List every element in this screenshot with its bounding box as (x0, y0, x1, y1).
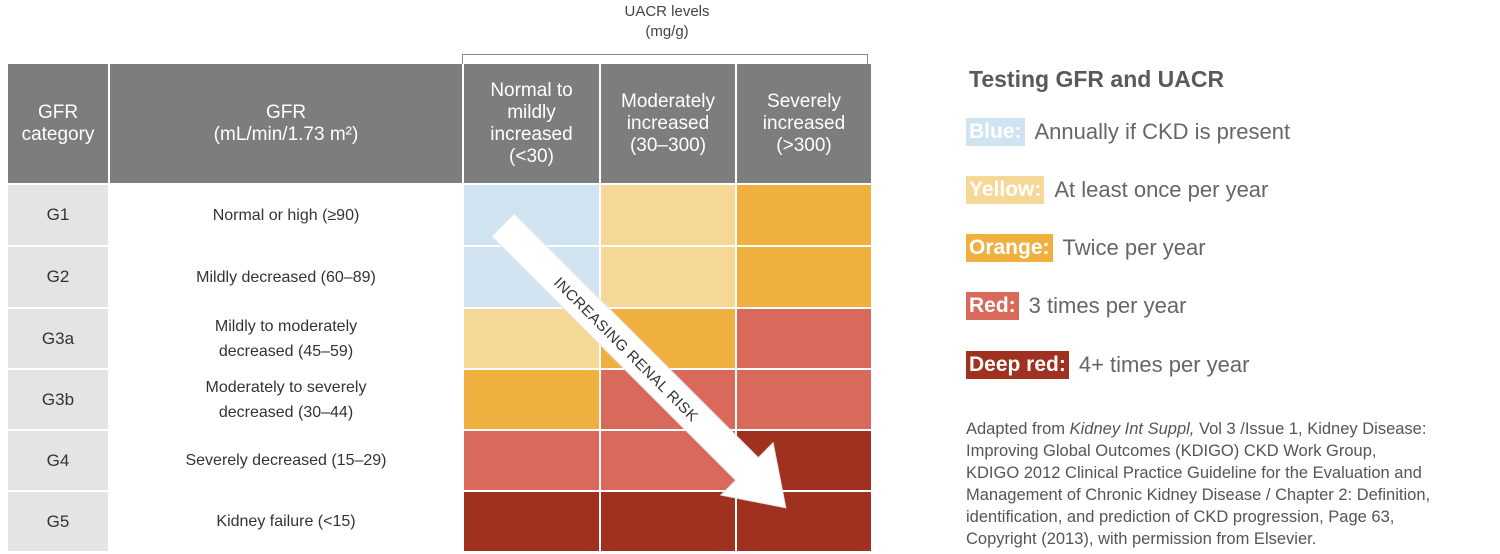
header-gfr: GFR (mL/min/1.73 m²) (110, 64, 462, 183)
gfr-desc-g1: Normal or high (≥90) (110, 185, 462, 245)
category-g3b: G3b (8, 370, 108, 429)
citation-line4: Management of Chronic Kidney Disease / C… (966, 486, 1431, 504)
ckd-risk-table: GFR category GFR (mL/min/1.73 m²) Normal… (8, 64, 871, 552)
legend-tag-yellow: Yellow: (966, 176, 1045, 204)
gfr-desc-g2-line1: Mildly decreased (60–89) (196, 268, 376, 286)
gfr-desc-g4-line1: Severely decreased (15–29) (185, 452, 387, 469)
header-col3-line1: Severely (767, 90, 841, 112)
category-g3a: G3a (8, 309, 108, 368)
header-uacr-moderate: Moderately increased (30–300) (601, 64, 735, 183)
risk-cell-g5-severe (737, 492, 871, 551)
category-g2: G2 (8, 247, 108, 307)
risk-cell-g5-moderate (601, 492, 735, 551)
risk-cell-g1-normal (464, 185, 599, 245)
legend-text-yellow: At least once per year (1054, 177, 1269, 202)
header-col1-line2: mildly (507, 101, 556, 123)
gfr-desc-g1-line1: Normal or high (≥90) (212, 206, 360, 224)
uacr-bracket (462, 54, 868, 65)
risk-cell-g1-severe (737, 185, 871, 245)
uacr-title-line1: UACR levels (624, 3, 710, 20)
legend-item-deep-red: Deep red: 4+ times per year (966, 351, 1249, 379)
gfr-desc-g3a: Mildly to moderately decreased (45–59) (110, 309, 462, 368)
uacr-levels-title: UACR levels (mg/g) (560, 2, 774, 42)
citation-line1-suffix: Vol 3 /Issue 1, Kidney Disease: (1194, 420, 1427, 438)
header-uacr-normal: Normal to mildly increased (<30) (464, 64, 599, 183)
gfr-desc-g3b-line2: decreased (30–44) (218, 403, 354, 421)
risk-cell-g3b-moderate (601, 370, 735, 429)
header-uacr-severe: Severely increased (>300) (737, 64, 871, 183)
legend-text-orange: Twice per year (1062, 235, 1206, 260)
header-col3-line2: increased (762, 112, 846, 134)
header-col1-line3: increased (490, 123, 573, 145)
risk-cell-g3b-severe (737, 370, 871, 429)
legend-tag-orange: Orange: (966, 234, 1053, 262)
risk-cell-g3a-moderate (601, 309, 735, 368)
header-gfr-category: GFR category (8, 64, 108, 183)
gfr-desc-g3b: Moderately to severely decreased (30–44) (110, 370, 462, 429)
legend-item-orange: Orange: Twice per year (966, 234, 1206, 262)
header-gfr-line1: GFR (265, 101, 307, 123)
category-g1: G1 (8, 185, 108, 245)
citation-line1: Adapted from Kidney Int Suppl, Vol 3 /Is… (966, 418, 1496, 440)
risk-cell-g3a-normal (464, 309, 599, 368)
risk-cell-g3a-severe (737, 309, 871, 368)
header-gfr-line2: (mL/min/1.73 m²) (213, 123, 359, 145)
citation-journal: Kidney Int Suppl, (1069, 420, 1195, 438)
gfr-desc-g3a-line2: decreased (45–59) (218, 342, 354, 360)
legend-text-blue: Annually if CKD is present (1034, 119, 1291, 144)
header-col2-line2: increased (626, 112, 710, 134)
legend-tag-deep-red: Deep red: (966, 351, 1069, 379)
legend-tag-blue: Blue: (966, 118, 1025, 146)
uacr-title-line2: (mg/g) (645, 23, 689, 40)
legend-item-yellow: Yellow: At least once per year (966, 176, 1268, 204)
risk-cell-g4-moderate (601, 431, 735, 490)
header-col1-line1: Normal to (490, 79, 573, 101)
header-col2-line1: Moderately (621, 90, 715, 112)
gfr-desc-g4: Severely decreased (15–29) (110, 431, 462, 490)
header-col3-line3: (>300) (776, 134, 832, 156)
risk-cell-g4-normal (464, 431, 599, 490)
header-category-line2: category (21, 123, 95, 145)
gfr-desc-g3a-line1: Mildly to moderately (214, 317, 358, 335)
citation-line3: KDIGO 2012 Clinical Practice Guideline f… (966, 464, 1422, 482)
citation-line2: Improving Global Outcomes (KDIGO) CKD Wo… (966, 442, 1377, 460)
risk-cell-g5-normal (464, 492, 599, 551)
risk-cell-g1-moderate (601, 185, 735, 245)
legend-item-red: Red: 3 times per year (966, 292, 1186, 320)
citation-line5: identification, and prediction of CKD pr… (966, 508, 1395, 526)
risk-cell-g4-severe (737, 431, 871, 490)
legend-tag-red: Red: (966, 292, 1019, 320)
category-g4: G4 (8, 431, 108, 490)
citation-text: Adapted from Kidney Int Suppl, Vol 3 /Is… (966, 418, 1496, 550)
citation-line6: Copyright (2013), with permission from E… (966, 530, 1317, 548)
gfr-desc-g2: Mildly decreased (60–89) (110, 247, 462, 307)
legend-text-deep-red: 4+ times per year (1078, 352, 1250, 377)
legend-text-red: 3 times per year (1028, 293, 1187, 318)
risk-cell-g3b-normal (464, 370, 599, 429)
gfr-desc-g5: Kidney failure (<15) (110, 492, 462, 551)
header-category-line1: GFR (37, 101, 79, 123)
risk-cell-g2-severe (737, 247, 871, 307)
risk-cell-g2-normal (464, 247, 599, 307)
category-g5: G5 (8, 492, 108, 551)
citation-line1-prefix: Adapted from (966, 420, 1070, 438)
header-col2-line3: (30–300) (629, 134, 707, 156)
header-col1-line4: (<30) (509, 145, 554, 167)
gfr-desc-g5-line1: Kidney failure (<15) (216, 513, 356, 530)
risk-cell-g2-moderate (601, 247, 735, 307)
legend-item-blue: Blue: Annually if CKD is present (966, 118, 1290, 146)
gfr-desc-g3b-line1: Moderately to severely (205, 378, 367, 396)
legend-title: Testing GFR and UACR (969, 66, 1225, 92)
